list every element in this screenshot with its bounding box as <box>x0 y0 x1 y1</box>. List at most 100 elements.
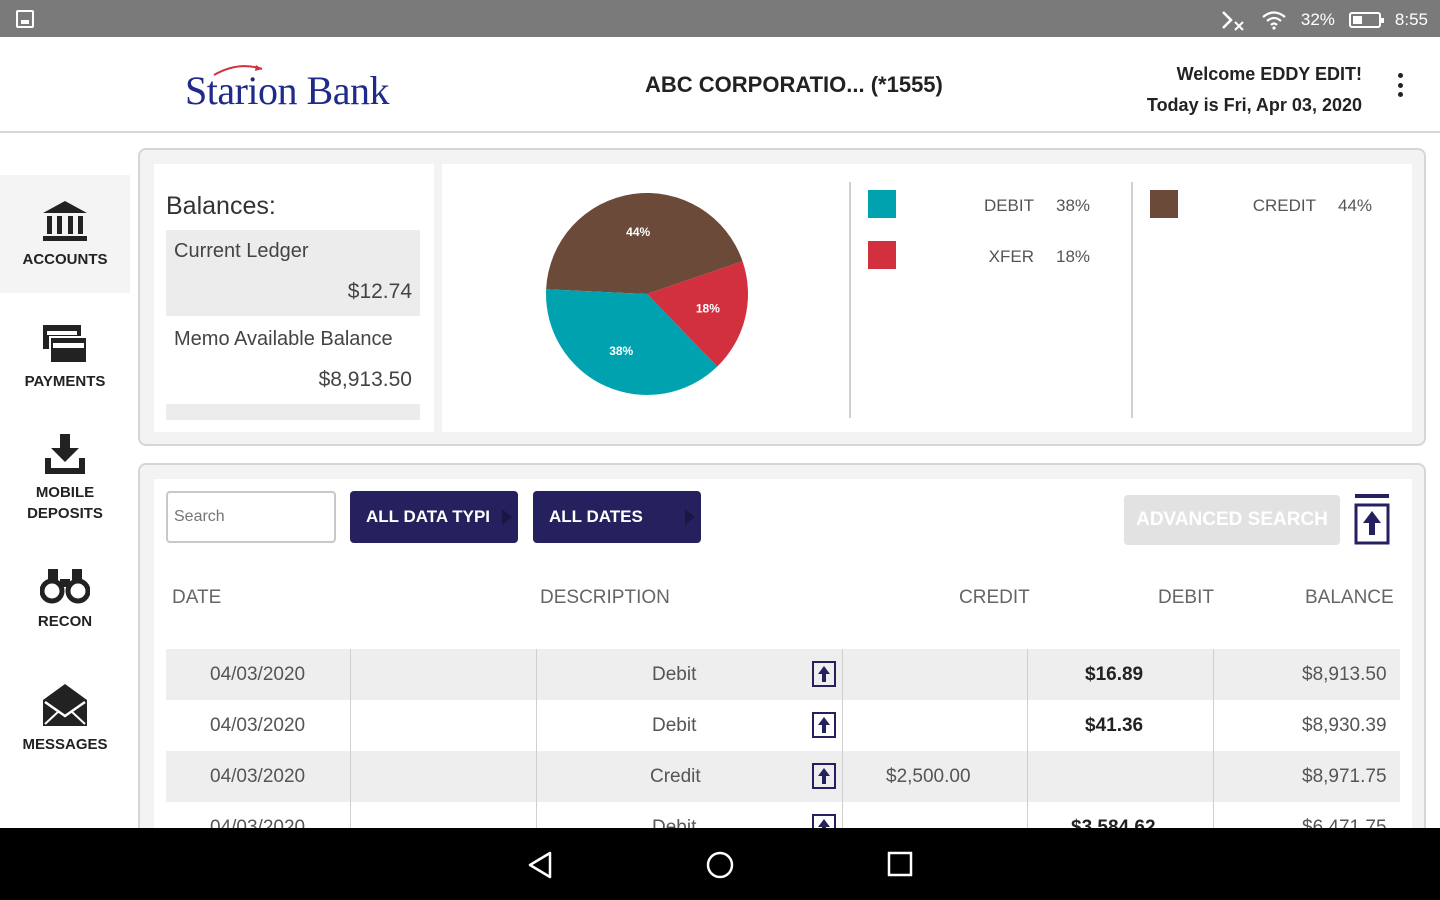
legend-divider <box>1131 182 1133 418</box>
binoculars-icon <box>40 568 90 603</box>
balances-title: Balances: <box>166 192 276 220</box>
dropdown-arrow-icon <box>685 509 695 525</box>
overflow-menu-icon[interactable] <box>1396 73 1404 97</box>
balance-label: Current Ledger <box>174 240 309 262</box>
pie-label-debit: 38% <box>609 344 633 358</box>
welcome-block: Welcome EDDY EDIT! Today is Fri, Apr 03,… <box>1147 59 1362 121</box>
sidebar-item-accounts[interactable]: ACCOUNTS <box>0 175 130 293</box>
cell-date: 04/03/2020 <box>210 664 306 685</box>
balance-row-partial <box>166 404 420 420</box>
logo-swoosh-icon <box>213 65 263 76</box>
column-divider <box>842 649 843 849</box>
legend-pct-debit: 38% <box>1056 196 1091 215</box>
legend-divider <box>849 182 851 418</box>
balance-value: $12.74 <box>347 280 412 303</box>
sidebar-label-payments: PAYMENTS <box>24 372 106 390</box>
detail-export-icon[interactable] <box>812 661 836 687</box>
pie-label-xfer: 18% <box>696 302 720 316</box>
dropdown-arrow-icon <box>502 509 512 525</box>
sidebar-item-payments[interactable]: PAYMENTS <box>0 297 130 415</box>
pie-label-credit: 44% <box>626 225 650 239</box>
table-row[interactable]: 04/03/2020 Debit $16.89 $8,913.50 <box>166 649 1400 700</box>
legend-pct-credit: 44% <box>1338 196 1373 215</box>
cell-description: Debit <box>652 715 697 736</box>
bank-logo[interactable]: Starion Bank <box>185 68 389 113</box>
legend-swatch-xfer <box>868 241 896 269</box>
column-header-credit[interactable]: CREDIT <box>959 587 1030 608</box>
dates-dropdown[interactable]: ALL DATES <box>533 491 701 543</box>
export-icon[interactable] <box>1354 493 1390 545</box>
home-icon[interactable] <box>704 849 736 881</box>
column-divider <box>536 649 537 849</box>
legend-name-credit: CREDIT <box>1252 196 1316 215</box>
column-header-date[interactable]: DATE <box>172 587 222 608</box>
bank-icon <box>43 200 87 241</box>
table-row[interactable]: 04/03/2020 Credit $2,500.00 $8,971.75 <box>166 751 1400 802</box>
download-tray-icon <box>45 434 85 474</box>
data-type-dropdown[interactable]: ALL DATA TYPI <box>350 491 518 543</box>
balance-row-memo-available: Memo Available Balance $8,913.50 <box>166 318 420 404</box>
cell-date: 04/03/2020 <box>210 766 306 787</box>
welcome-text: Welcome EDDY EDIT! <box>1176 64 1362 84</box>
pie-slice-xfer[interactable] <box>647 261 748 367</box>
sidebar-label-accounts: ACCOUNTS <box>22 250 108 268</box>
main-content: Balances: Current Ledger $12.74 Memo Ava… <box>138 148 1426 849</box>
cell-debit: $16.89 <box>1085 664 1144 685</box>
notification-image-icon <box>16 10 34 28</box>
cell-date: 04/03/2020 <box>210 715 306 736</box>
payments-icon <box>43 324 88 364</box>
back-icon[interactable] <box>526 850 554 880</box>
column-header-debit[interactable]: DEBIT <box>1158 587 1214 608</box>
column-header-balance[interactable]: BALANCE <box>1305 587 1394 608</box>
clock: 8:55 <box>1394 10 1428 29</box>
activity-pie-chart[interactable]: 44% 18% 38% <box>542 186 752 406</box>
balances-card: Balances: Current Ledger $12.74 Memo Ava… <box>154 164 434 432</box>
transactions-card: ALL DATA TYPI ALL DATES ADVANCED SEARCH … <box>154 479 1412 849</box>
detail-export-icon[interactable] <box>812 763 836 789</box>
legend-name-xfer: XFER <box>988 247 1034 266</box>
cell-balance: $8,913.50 <box>1302 664 1387 685</box>
column-header-description[interactable]: DESCRIPTION <box>540 587 670 608</box>
cell-balance: $8,930.39 <box>1302 715 1387 736</box>
search-input[interactable] <box>166 491 336 543</box>
activity-chart-card: 44% 18% 38% DEBIT 38% XFER 18% CREDIT 44% <box>442 164 1412 432</box>
app-header: Starion Bank ABC CORPORATIO... (*1555) W… <box>0 37 1440 133</box>
sidebar-label-mobile: MOBILE <box>35 484 95 501</box>
cell-balance: $8,971.75 <box>1302 766 1387 787</box>
detail-export-icon[interactable] <box>812 712 836 738</box>
sidebar-label-deposits: DEPOSITS <box>27 505 103 522</box>
company-account-selector[interactable]: ABC CORPORATIO... (*1555) <box>645 72 943 97</box>
recents-icon[interactable] <box>886 850 914 878</box>
system-nav-bar <box>0 828 1440 900</box>
wifi-icon <box>1262 11 1286 30</box>
pie-slice-credit[interactable] <box>546 193 743 294</box>
transactions-panel: ALL DATA TYPI ALL DATES ADVANCED SEARCH … <box>138 463 1426 849</box>
table-row[interactable]: 04/03/2020 Debit $41.36 $8,930.39 <box>166 700 1400 751</box>
sidebar-item-mobile-deposits[interactable]: MOBILE DEPOSITS <box>0 419 130 537</box>
today-date: Today is Fri, Apr 03, 2020 <box>1146 95 1362 115</box>
legend-pct-xfer: 18% <box>1056 247 1091 266</box>
sidebar-label-recon: RECON <box>37 612 93 630</box>
cell-debit: $41.36 <box>1085 715 1144 736</box>
advanced-search-button[interactable]: ADVANCED SEARCH <box>1124 495 1340 545</box>
legend-swatch-debit <box>868 190 896 218</box>
dates-label: ALL DATES <box>549 507 643 526</box>
sidebar-nav: ACCOUNTS PAYMENTS MOBILE DEPOSITS RECON M… <box>0 135 130 827</box>
balance-value: $8,913.50 <box>318 368 412 391</box>
pie-slice-debit[interactable] <box>546 289 718 395</box>
sidebar-item-recon[interactable]: RECON <box>0 539 130 657</box>
sidebar-item-messages[interactable]: MESSAGES <box>0 659 130 777</box>
cell-credit: $2,500.00 <box>886 766 971 787</box>
cell-description: Credit <box>650 766 701 787</box>
battery-icon <box>1348 12 1384 28</box>
sidebar-label-mobile-deposits: MOBILE DEPOSITS <box>27 482 103 524</box>
legend-name-debit: DEBIT <box>983 196 1034 215</box>
status-bar: 32% 8:55 <box>0 0 1440 37</box>
balance-row-current-ledger: Current Ledger $12.74 <box>166 230 420 316</box>
status-icons: 32% 8:55 <box>1219 8 1428 32</box>
cell-description: Debit <box>652 664 697 685</box>
column-divider <box>1213 649 1214 849</box>
battery-percent: 32% <box>1300 10 1335 29</box>
data-type-label: ALL DATA TYPI <box>366 507 491 526</box>
sidebar-label-messages: MESSAGES <box>22 735 108 753</box>
